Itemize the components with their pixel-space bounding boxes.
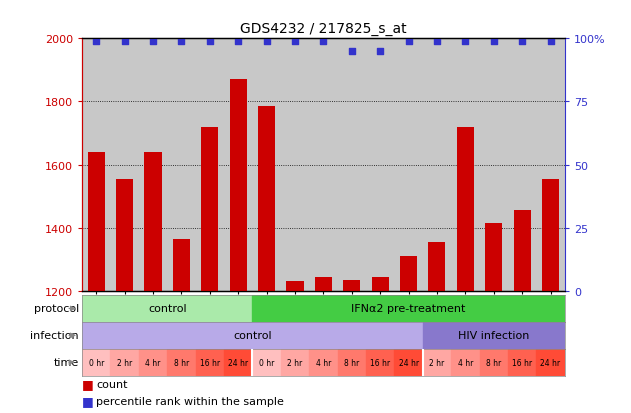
Bar (514, 211, 531, 291)
Bar (457, 127, 474, 291)
Bar (88, 152, 105, 291)
Bar (343, 280, 360, 291)
Bar (281, 349, 309, 376)
Bar (82, 322, 423, 349)
Bar (258, 107, 275, 291)
Bar (286, 282, 304, 291)
Bar (400, 256, 417, 291)
Bar (451, 349, 480, 376)
Point (120, 38, 130, 45)
Bar (144, 152, 162, 291)
Bar (508, 349, 536, 376)
Text: 2 hr: 2 hr (287, 358, 303, 367)
Text: 4 hr: 4 hr (457, 358, 473, 367)
Bar (338, 349, 366, 376)
Bar (173, 239, 190, 291)
Point (262, 38, 272, 45)
Text: 2 hr: 2 hr (117, 358, 133, 367)
Bar (315, 277, 332, 291)
Bar (423, 322, 565, 349)
Bar (116, 179, 133, 291)
Bar (366, 349, 394, 376)
Text: 2 hr: 2 hr (429, 358, 445, 367)
Bar (82, 349, 110, 376)
Text: ■: ■ (82, 377, 94, 391)
Text: infection: infection (30, 330, 79, 341)
Text: 0 hr: 0 hr (259, 358, 274, 367)
Text: 4 hr: 4 hr (316, 358, 331, 367)
Bar (82, 295, 252, 322)
Point (432, 38, 442, 45)
Point (319, 38, 329, 45)
Point (205, 38, 215, 45)
Bar (201, 127, 218, 291)
Text: percentile rank within the sample: percentile rank within the sample (96, 396, 284, 406)
Point (461, 38, 471, 45)
Text: 24 hr: 24 hr (228, 358, 248, 367)
Point (91, 38, 102, 45)
Text: control: control (148, 304, 187, 314)
Text: 8 hr: 8 hr (344, 358, 360, 367)
Bar (230, 80, 247, 291)
Bar (428, 242, 445, 291)
Bar (196, 349, 224, 376)
Point (517, 38, 528, 45)
Point (290, 38, 300, 45)
Text: 0 hr: 0 hr (88, 358, 104, 367)
Bar (224, 349, 252, 376)
Text: IFNα2 pre-treatment: IFNα2 pre-treatment (351, 304, 466, 314)
Bar (139, 349, 167, 376)
Text: 4 hr: 4 hr (145, 358, 161, 367)
Text: 8 hr: 8 hr (174, 358, 189, 367)
Title: GDS4232 / 217825_s_at: GDS4232 / 217825_s_at (240, 21, 407, 36)
Text: 16 hr: 16 hr (200, 358, 220, 367)
Text: ■: ■ (82, 394, 94, 407)
Bar (536, 349, 565, 376)
Bar (542, 179, 559, 291)
Point (489, 38, 499, 45)
Bar (252, 295, 565, 322)
Bar (480, 349, 508, 376)
Bar (167, 349, 196, 376)
Text: 16 hr: 16 hr (512, 358, 532, 367)
Text: 24 hr: 24 hr (399, 358, 418, 367)
Bar (485, 223, 502, 291)
Bar (394, 349, 423, 376)
Point (177, 38, 187, 45)
Text: control: control (233, 330, 272, 341)
Text: HIV infection: HIV infection (458, 330, 529, 341)
Bar (372, 277, 389, 291)
Text: count: count (96, 379, 127, 389)
Bar (309, 349, 338, 376)
Bar (110, 349, 139, 376)
Text: time: time (54, 357, 79, 368)
Point (148, 38, 158, 45)
Point (546, 38, 556, 45)
Point (233, 38, 244, 45)
Point (347, 48, 357, 55)
Bar (252, 349, 281, 376)
Text: 8 hr: 8 hr (486, 358, 502, 367)
Point (404, 38, 414, 45)
Text: 16 hr: 16 hr (370, 358, 390, 367)
Text: 24 hr: 24 hr (541, 358, 560, 367)
Point (375, 48, 386, 55)
Bar (423, 349, 451, 376)
Text: protocol: protocol (33, 304, 79, 314)
